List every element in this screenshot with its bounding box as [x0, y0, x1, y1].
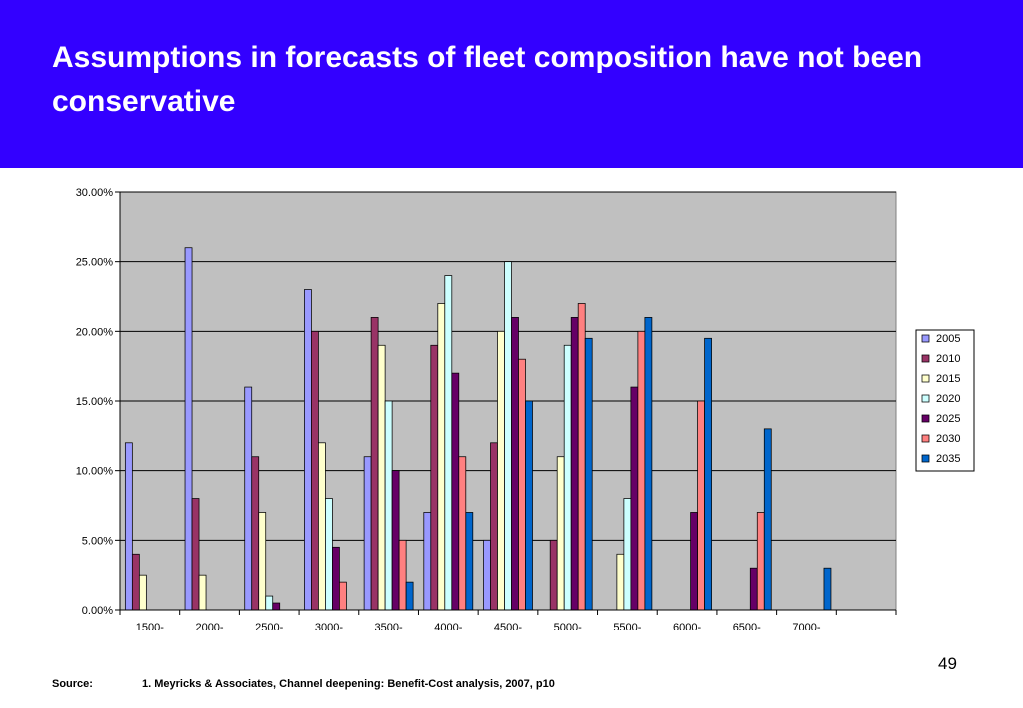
y-tick-label: 15.00% [76, 396, 114, 408]
x-axis-ticks: 1500-19992000-24992500-29993000-34993500… [119, 610, 897, 630]
bar-2015 [616, 553, 625, 611]
legend-label: 2035 [936, 453, 960, 465]
title-banner [0, 0, 1023, 168]
x-tick-label: 4500- [494, 622, 522, 630]
bar-2015 [497, 330, 505, 611]
source-label: Source: [52, 678, 93, 690]
bar-2035 [584, 337, 593, 611]
page-number: 49 [938, 654, 957, 673]
bar-2015 [377, 344, 386, 611]
x-tick-label: 5000- [554, 622, 582, 630]
bar-2015 [258, 512, 267, 611]
bar-2015 [198, 574, 207, 611]
x-tick-label: 7000- [792, 622, 820, 630]
bar-2030 [458, 456, 467, 611]
bar-2030 [756, 512, 765, 611]
bar-2025 [451, 372, 460, 611]
x-tick-label: 4000- [434, 622, 462, 630]
bar-2030 [398, 539, 407, 611]
legend-swatch [921, 354, 930, 363]
bar-2020 [623, 498, 632, 611]
y-tick-label: 5.00% [82, 535, 113, 547]
bar-2005 [244, 386, 253, 611]
bar-2005 [363, 456, 372, 611]
slide-title: Assumptions in forecasts of fleet compos… [52, 41, 923, 118]
y-tick-label: 25.00% [76, 257, 114, 269]
bar-2025 [391, 470, 400, 611]
y-tick-label: 30.00% [76, 187, 114, 199]
x-tick-label: 6000- [673, 622, 701, 630]
bar-2025 [272, 602, 281, 611]
bar-2020 [265, 595, 274, 611]
bar-2025 [690, 512, 698, 611]
bar-2030 [637, 330, 646, 611]
bar-2035 [823, 567, 832, 611]
bar-2025 [630, 386, 639, 611]
bar-2020 [444, 275, 453, 611]
bar-2035 [465, 512, 474, 611]
x-tick-label: 3000- [315, 622, 343, 630]
bar-2005 [304, 289, 312, 611]
legend-label: 2005 [936, 333, 960, 345]
bar-2030 [518, 358, 526, 611]
legend-swatch [921, 414, 930, 423]
x-tick-label: 5500- [613, 622, 641, 630]
bar-2005 [423, 512, 432, 611]
bar-2010 [251, 456, 260, 611]
bars [124, 247, 832, 611]
bar-2025 [570, 317, 579, 611]
bar-2025 [749, 567, 758, 611]
bar-2030 [339, 581, 347, 611]
x-tick-label: 2000- [195, 622, 223, 630]
legend-swatch [921, 394, 930, 403]
legend-swatch [921, 334, 930, 343]
bar-2005 [184, 247, 193, 611]
bar-2025 [511, 317, 519, 611]
bar-2010 [131, 553, 140, 611]
y-tick-label: 20.00% [76, 326, 114, 338]
x-tick-label: 3500- [375, 622, 403, 630]
bar-2020 [325, 498, 333, 611]
source-reference: 1. Meyricks & Associates, Channel deepen… [142, 678, 555, 690]
legend-label: 2030 [936, 433, 960, 445]
fleet-composition-chart: 0.00% 5.00% 10.00% 15.00% 20.00% 25.00% 30.00%… [76, 187, 975, 630]
x-tick-label: 2500- [255, 622, 283, 630]
bar-2010 [311, 330, 319, 611]
bar-2035 [704, 337, 712, 611]
bar-2005 [124, 442, 133, 611]
bar-2020 [563, 344, 572, 611]
y-tick-label: 0.00% [82, 605, 113, 617]
bar-2015 [437, 303, 446, 611]
bar-2010 [490, 442, 498, 611]
bar-2005 [483, 539, 491, 611]
bar-2030 [577, 303, 586, 611]
bar-2015 [138, 574, 147, 611]
y-axis-ticks: 0.00% 5.00% 10.00% 15.00% 20.00% 25.00% 30.00% [76, 187, 120, 617]
bar-2015 [318, 442, 326, 611]
x-tick-label: 6500- [733, 622, 761, 630]
legend-label: 2025 [936, 413, 960, 425]
bar-2020 [384, 400, 393, 611]
legend-label: 2015 [936, 373, 960, 385]
y-tick-label: 10.00% [76, 466, 114, 478]
legend: 2005 2010 2015 2020 2025 2030 2035 [915, 329, 975, 472]
bar-2035 [525, 400, 533, 611]
bar-2010 [430, 344, 439, 611]
legend-swatch [921, 434, 930, 443]
legend-label: 2010 [936, 353, 960, 365]
bar-2010 [549, 539, 558, 611]
legend-swatch [921, 454, 930, 463]
bar-2010 [191, 498, 200, 611]
bar-2035 [405, 581, 414, 611]
x-tick-label: 1500- [136, 622, 164, 630]
legend-swatch [921, 374, 930, 383]
bar-2035 [763, 428, 772, 611]
bar-2030 [697, 400, 705, 611]
bar-2015 [556, 456, 565, 611]
bar-2010 [370, 317, 379, 611]
bar-2035 [644, 317, 653, 611]
legend-label: 2020 [936, 393, 960, 405]
bar-2025 [332, 546, 340, 611]
bar-2020 [504, 261, 512, 611]
